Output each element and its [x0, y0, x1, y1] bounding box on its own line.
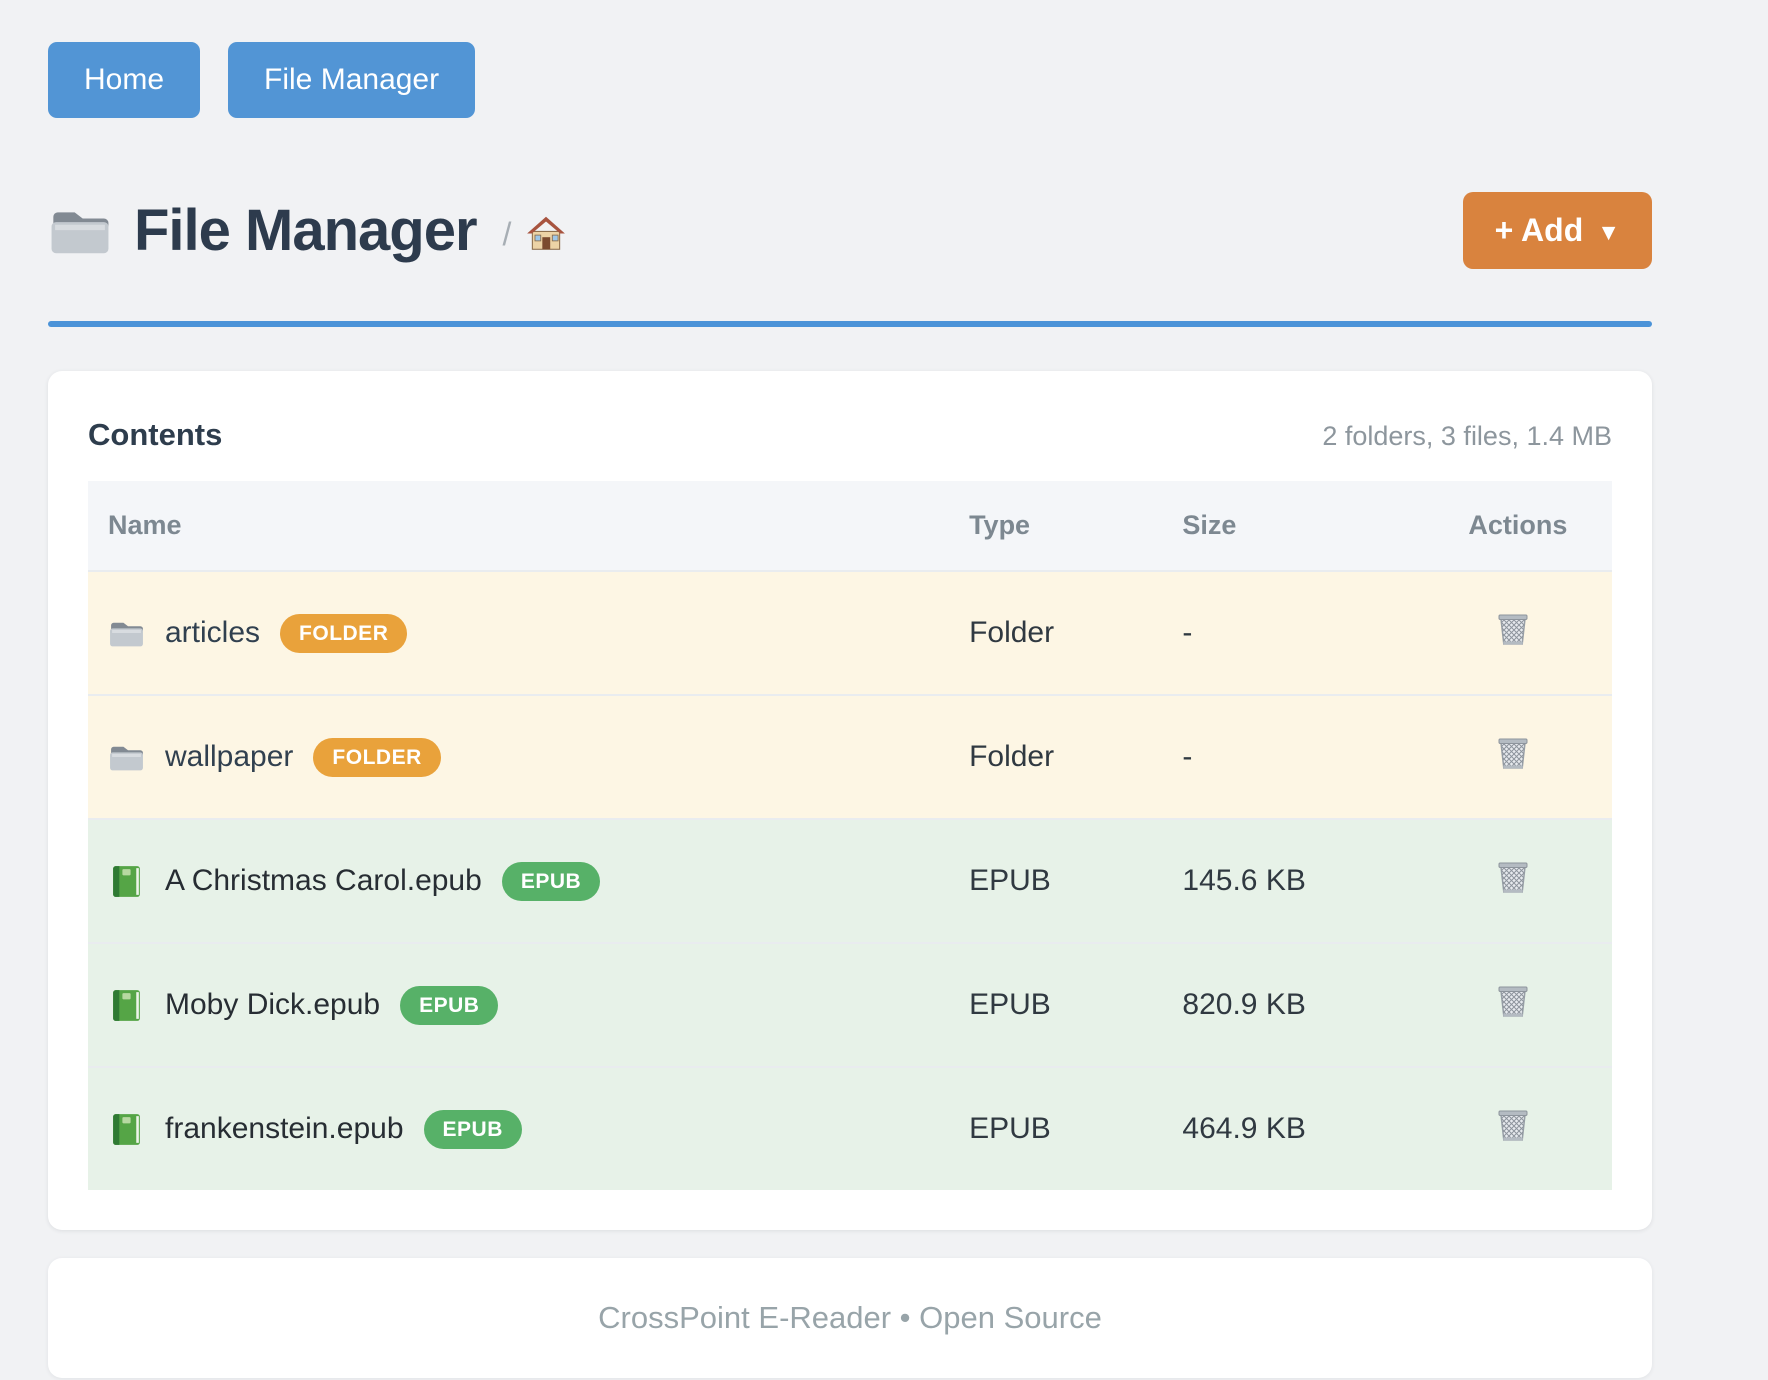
book-icon	[108, 863, 145, 900]
column-header-name: Name	[88, 481, 950, 570]
delete-button[interactable]	[1494, 734, 1532, 772]
house-icon[interactable]	[525, 212, 567, 259]
add-button[interactable]: + Add ▼	[1462, 192, 1652, 269]
file-type: Folder	[949, 570, 1163, 694]
trash-icon	[1494, 734, 1532, 772]
file-name-link[interactable]: frankenstein.epub	[165, 1112, 404, 1145]
table-row: wallpaper FOLDER Folder -	[88, 694, 1612, 818]
table-row: Moby Dick.epub EPUB EPUB 820.9 KB	[88, 942, 1612, 1066]
chevron-down-icon: ▼	[1597, 219, 1620, 245]
folder-icon	[108, 615, 145, 652]
file-size: -	[1162, 570, 1445, 694]
file-type: Folder	[949, 694, 1163, 818]
file-name-link[interactable]: Moby Dick.epub	[165, 988, 381, 1021]
file-size: 464.9 KB	[1162, 1066, 1445, 1190]
nav-file-manager-button[interactable]: File Manager	[228, 42, 476, 118]
column-header-actions: Actions	[1444, 481, 1612, 570]
file-name-link[interactable]: A Christmas Carol.epub	[165, 864, 482, 897]
folder-icon	[108, 739, 145, 776]
page-header: File Manager / + Add ▼	[48, 192, 1652, 269]
contents-card: Contents 2 folders, 3 files, 1.4 MB Name…	[48, 371, 1652, 1230]
top-nav: Home File Manager	[48, 0, 1652, 118]
delete-button[interactable]	[1494, 858, 1532, 896]
delete-button[interactable]	[1494, 610, 1532, 648]
file-type: EPUB	[949, 818, 1163, 942]
delete-button[interactable]	[1494, 982, 1532, 1020]
table-row: A Christmas Carol.epub EPUB EPUB 145.6 K…	[88, 818, 1612, 942]
delete-button[interactable]	[1494, 1106, 1532, 1144]
trash-icon	[1494, 858, 1532, 896]
table-row: articles FOLDER Folder -	[88, 570, 1612, 694]
contents-title: Contents	[88, 417, 223, 452]
table-row: frankenstein.epub EPUB EPUB 464.9 KB	[88, 1066, 1612, 1190]
file-name-link[interactable]: wallpaper	[165, 740, 294, 773]
epub-badge: EPUB	[400, 985, 499, 1025]
header-divider	[48, 321, 1652, 327]
footer-text: CrossPoint E-Reader • Open Source	[598, 1300, 1102, 1335]
column-header-type: Type	[949, 481, 1163, 570]
footer: CrossPoint E-Reader • Open Source	[48, 1258, 1652, 1378]
column-header-size: Size	[1162, 481, 1445, 570]
trash-icon	[1494, 610, 1532, 648]
file-name-link[interactable]: articles	[165, 616, 261, 649]
contents-summary: 2 folders, 3 files, 1.4 MB	[1322, 421, 1612, 451]
file-size: -	[1162, 694, 1445, 818]
breadcrumb-separator: /	[502, 216, 512, 252]
file-type: EPUB	[949, 942, 1163, 1066]
add-button-label: + Add	[1494, 212, 1584, 248]
page: Home File Manager File Manager / + Add ▼…	[48, 0, 1652, 1378]
nav-home-button[interactable]: Home	[48, 42, 201, 118]
folder-icon	[48, 199, 112, 263]
epub-badge: EPUB	[423, 1109, 522, 1149]
file-size: 820.9 KB	[1162, 942, 1445, 1066]
folder-badge: FOLDER	[313, 737, 441, 777]
trash-icon	[1494, 982, 1532, 1020]
epub-badge: EPUB	[501, 861, 601, 901]
file-table: Name Type Size Actions articles FOLDER	[88, 481, 1612, 1190]
folder-badge: FOLDER	[280, 613, 408, 653]
book-icon	[108, 1111, 145, 1148]
table-header-row: Name Type Size Actions	[88, 481, 1612, 570]
file-size: 145.6 KB	[1162, 818, 1445, 942]
trash-icon	[1494, 1106, 1532, 1144]
page-title: File Manager	[134, 198, 478, 263]
file-type: EPUB	[949, 1066, 1163, 1190]
book-icon	[108, 987, 145, 1024]
